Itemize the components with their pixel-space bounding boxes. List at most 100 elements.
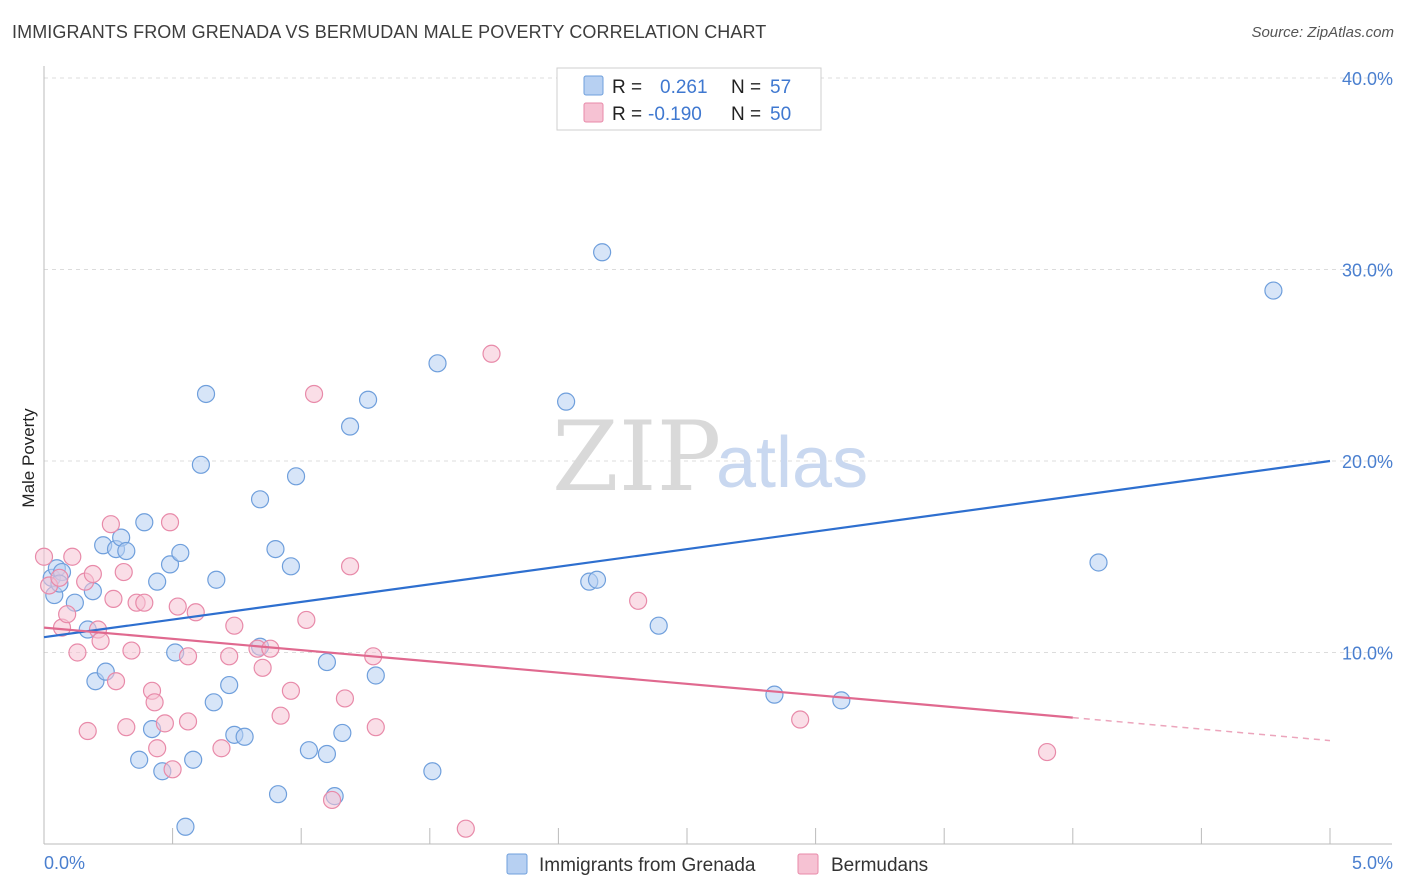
scatter-point-grenada [176, 817, 195, 836]
scatter-point-grenada [593, 243, 612, 262]
y-tick-label: 30.0% [1342, 261, 1393, 281]
scatter-point-grenada [333, 723, 352, 743]
scatter-point-grenada [340, 417, 360, 436]
y-tick-label: 40.0% [1342, 69, 1393, 89]
scatter-point-grenada [196, 384, 216, 404]
scatter-point-bermudan [106, 672, 126, 691]
scatter-point-grenada [557, 392, 576, 411]
scatter-point-grenada [358, 390, 378, 409]
bottom-legend: Immigrants from Grenada Bermudans [506, 853, 928, 876]
trend-layer [43, 459, 1331, 742]
trend-line-grenada [43, 459, 1331, 639]
scatter-point-bermudan [68, 643, 87, 662]
scatter-point-grenada [160, 555, 180, 574]
scatter-point-grenada [250, 490, 270, 509]
legend-r-value-2: -0.190 [648, 104, 702, 125]
scatter-point-grenada [1264, 281, 1283, 300]
scatter-point-grenada [281, 557, 301, 576]
scatter-point-grenada [204, 693, 223, 712]
chart-source: Source: ZipAtlas.com [1251, 24, 1394, 41]
scatter-point-bermudan [91, 631, 110, 651]
scatter-point-grenada [587, 570, 607, 589]
bottom-legend-label-grenada: Immigrants from Grenada [539, 855, 756, 876]
scatter-point-bermudan [34, 547, 54, 566]
scatter-point-bermudan [791, 710, 810, 729]
bottom-legend-swatch-pink [797, 853, 819, 875]
chart-title: IMMIGRANTS FROM GRENADA VS BERMUDAN MALE… [12, 22, 767, 42]
scatter-point-bermudan [212, 739, 231, 758]
scatter-point-bermudan [148, 739, 167, 758]
scatter-point-bermudan [114, 562, 133, 582]
scatter-point-grenada [366, 666, 385, 685]
bottom-legend-swatch-blue [506, 853, 528, 875]
legend: R = 0.261 N = 57 R = -0.190 N = 50 [556, 67, 822, 131]
scatter-point-bermudan [168, 597, 187, 616]
scatter-point-grenada [207, 570, 226, 589]
scatter-point-grenada [317, 744, 337, 764]
scatter-point-grenada [428, 354, 447, 373]
scatter-point-grenada [171, 543, 190, 563]
legend-n-label-1: N = [731, 77, 761, 98]
bottom-legend-label-bermudans: Bermudans [831, 855, 928, 876]
scatter-point-grenada [299, 741, 319, 760]
watermark-zip: ZIP [552, 401, 721, 513]
scatter-point-bermudan [322, 790, 342, 810]
scatter-point-grenada [1089, 553, 1108, 572]
scatter-point-grenada [184, 750, 203, 769]
scatter-point-bermudan [335, 689, 355, 708]
scatter-point-bermudan [304, 384, 324, 404]
scatter-point-bermudan [163, 760, 182, 779]
scatter-point-bermudan [160, 513, 180, 532]
points-layer [34, 243, 1283, 838]
watermark-atlas: atlas [716, 423, 868, 503]
scatter-point-grenada [832, 691, 851, 710]
scatter-point-grenada [317, 652, 337, 672]
scatter-point-bermudan [220, 647, 239, 666]
scatter-point-grenada [191, 455, 210, 474]
legend-n-value-1: 57 [770, 77, 791, 98]
scatter-point-bermudan [281, 681, 301, 700]
legend-r-value-1: 0.261 [660, 77, 708, 98]
scatter-point-grenada [235, 727, 254, 746]
scatter-point-bermudan [629, 591, 648, 610]
scatter-point-grenada [135, 513, 154, 532]
scatter-point-bermudan [117, 718, 136, 737]
scatter-point-bermudan [297, 610, 316, 630]
scatter-point-bermudan [78, 721, 97, 741]
scatter-point-grenada [117, 541, 136, 561]
grid-layer [44, 77, 1392, 653]
scatter-point-grenada [130, 750, 149, 769]
scatter-point-bermudan [122, 641, 141, 660]
scatter-point-grenada [220, 675, 239, 695]
trend-line-bermudan [43, 626, 1073, 719]
scatter-point-grenada [268, 785, 288, 804]
scatter-point-bermudan [253, 658, 272, 677]
scatter-point-grenada [286, 467, 306, 486]
trend-line-dashed-bermudan [1072, 716, 1331, 742]
scatter-point-bermudan [155, 714, 174, 733]
legend-n-label-2: N = [731, 104, 761, 125]
scatter-point-bermudan [178, 712, 198, 731]
legend-swatch-pink [583, 102, 604, 123]
x-tick-label-max: 5.0% [1352, 853, 1393, 873]
scatter-point-bermudan [178, 647, 198, 666]
legend-n-value-2: 50 [770, 104, 791, 125]
scatter-point-bermudan [58, 605, 77, 624]
legend-swatch-blue [583, 75, 604, 96]
y-tick-label: 20.0% [1342, 452, 1393, 472]
scatter-point-bermudan [104, 589, 123, 608]
scatter-point-bermudan [50, 568, 69, 587]
scatter-point-bermudan [135, 593, 154, 612]
scatter-point-grenada [266, 539, 285, 559]
scatter-point-bermudan [456, 819, 475, 838]
axes-layer: 10.0% 20.0% 30.0% 40.0% 0.0% 5.0% [43, 66, 1393, 873]
scatter-point-bermudan [101, 515, 120, 534]
scatter-point-bermudan [271, 706, 290, 725]
scatter-point-grenada [423, 762, 442, 781]
legend-r-label-2: R = [612, 104, 642, 125]
scatter-point-bermudan [366, 718, 385, 737]
y-axis-label: Male Poverty [19, 408, 38, 508]
x-tick-label-min: 0.0% [44, 853, 85, 873]
scatter-point-grenada [765, 685, 784, 704]
